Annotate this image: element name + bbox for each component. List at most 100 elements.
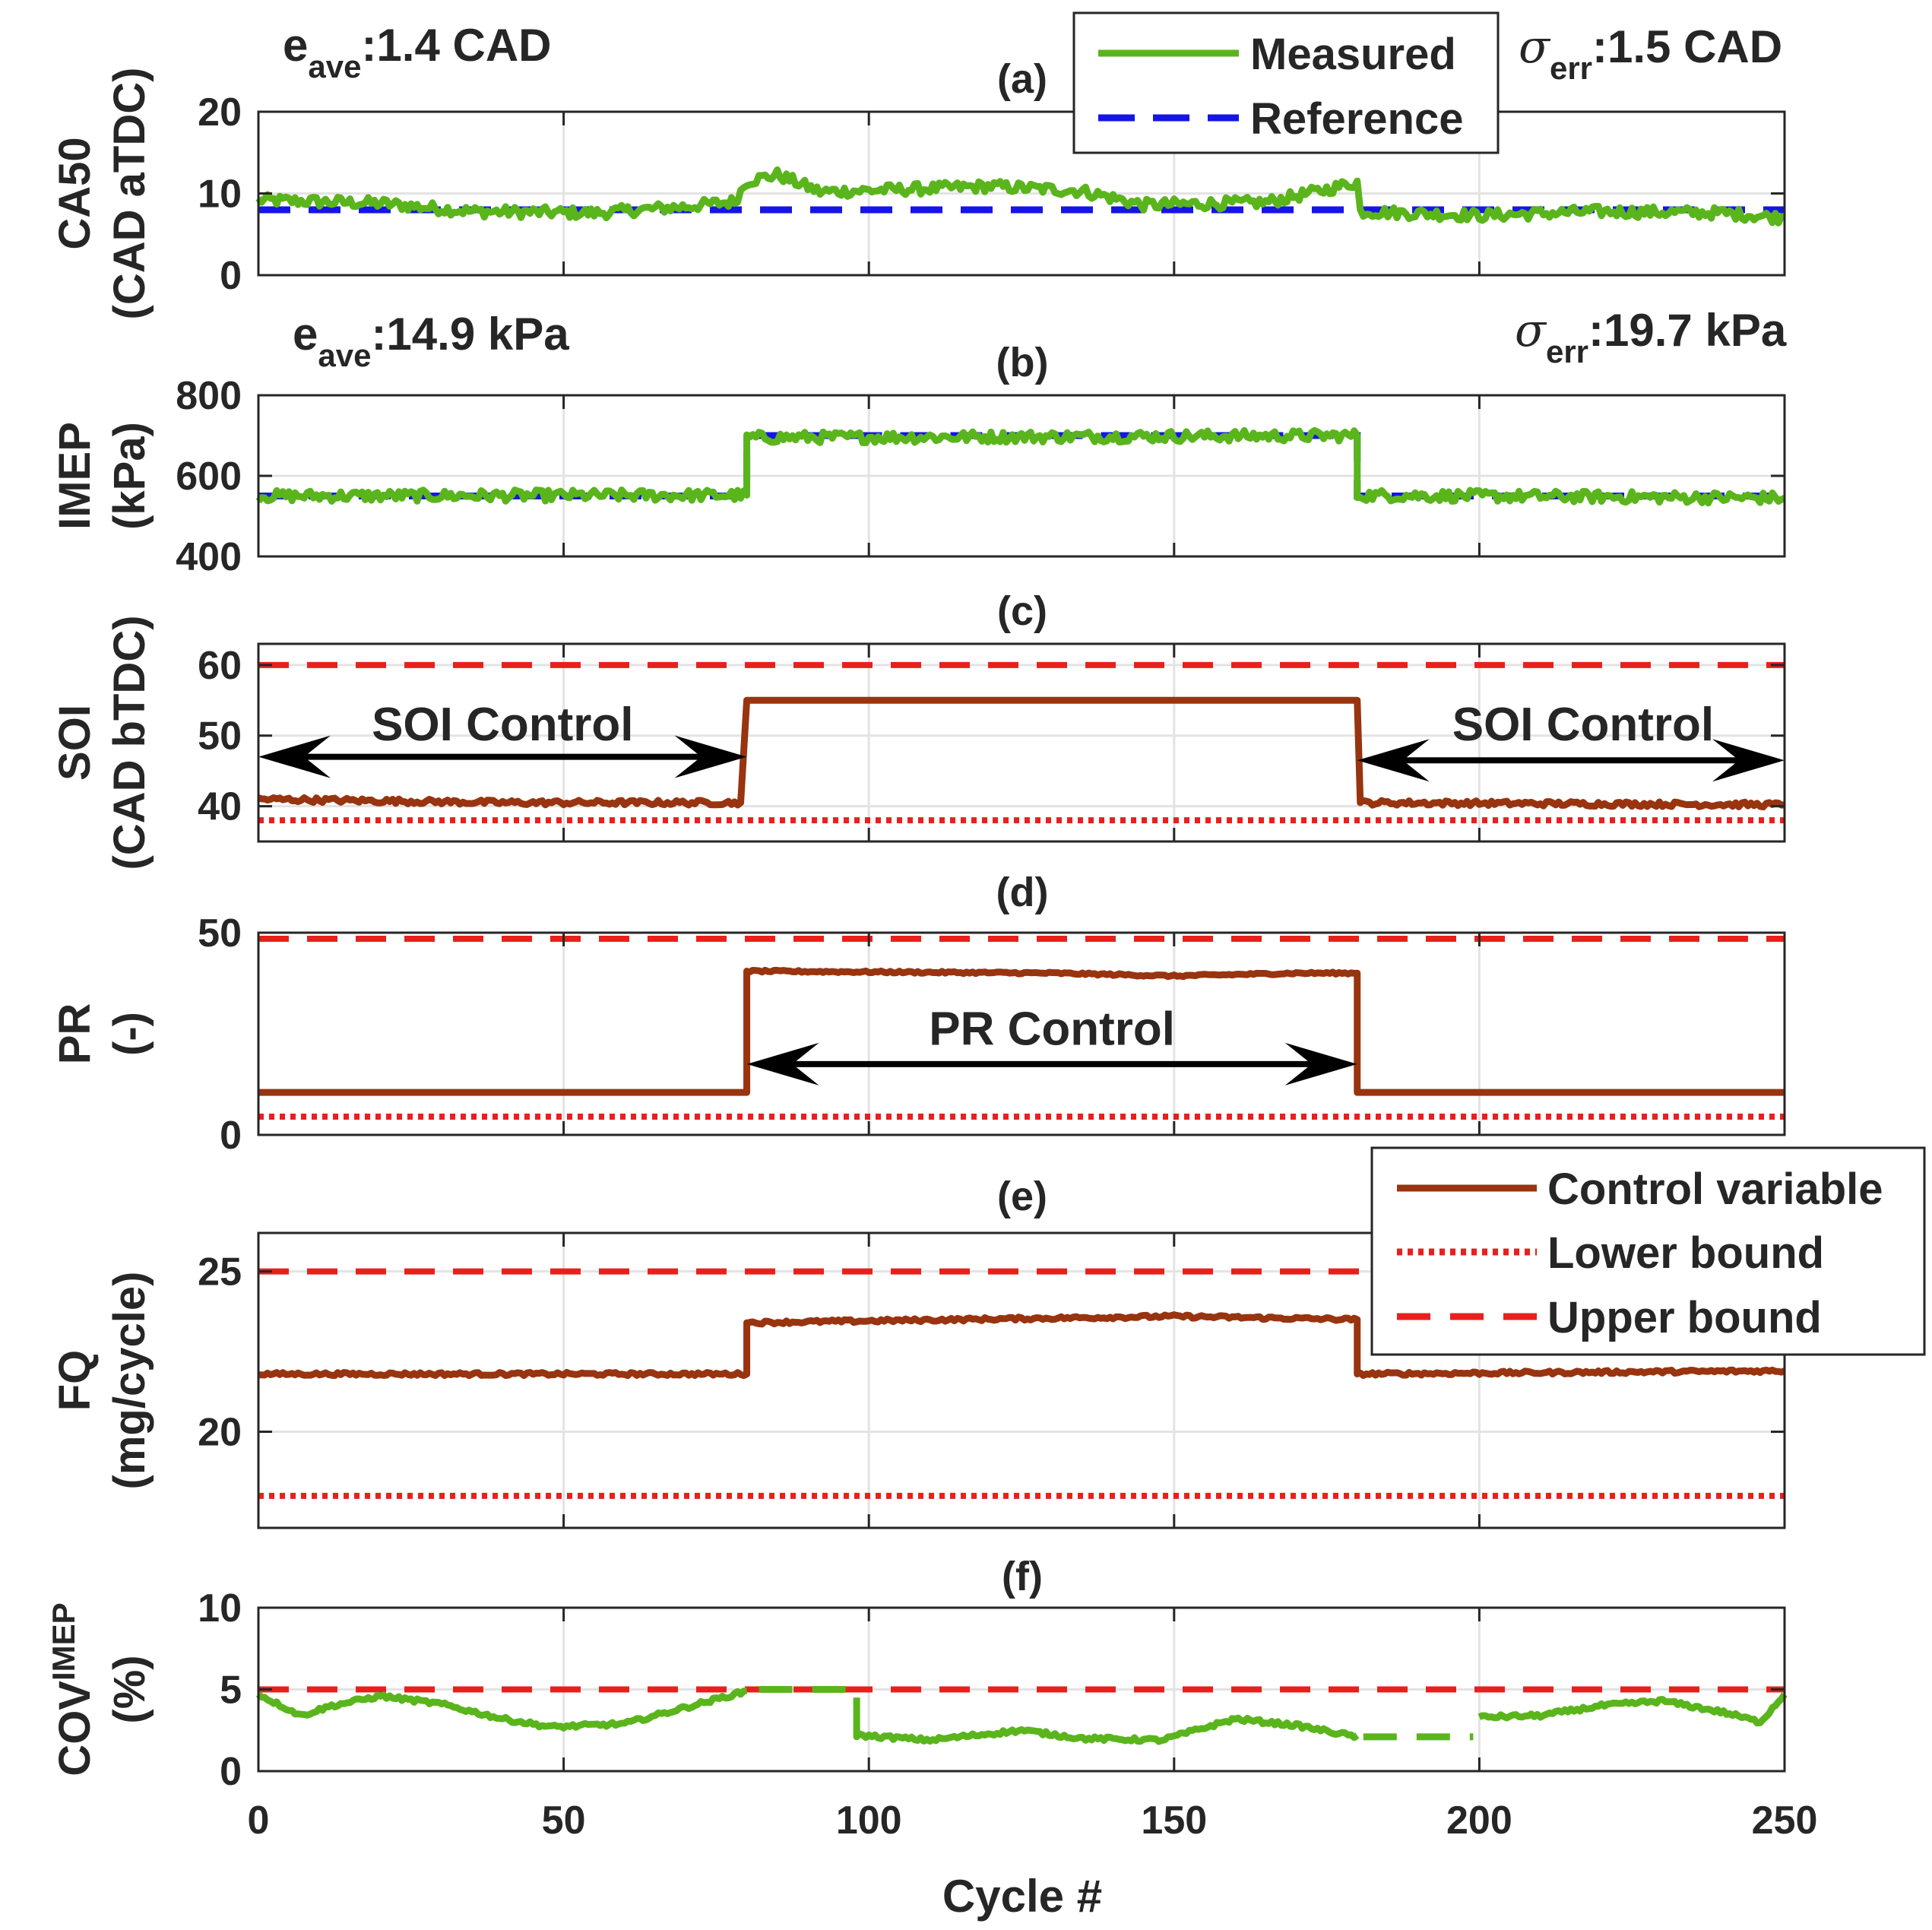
panel-e-axes-box: [257, 1231, 1786, 1529]
panel-d-arrow-head-left-0: [746, 1042, 819, 1085]
annotation-b-right-value: :19.7 kPa: [1588, 305, 1787, 356]
annotation-a-right-sub: err: [1550, 50, 1592, 86]
panel-f-title: (f): [1002, 1554, 1043, 1599]
panel-d-ytick-label: 50: [198, 911, 242, 955]
panel-d-axes-box: [257, 931, 1786, 1136]
panel-c-arrow-head-right-0: [674, 735, 747, 778]
panel-e-title: (e): [997, 1174, 1047, 1219]
annotation-b-left: eave:14.9 kPa: [293, 309, 569, 373]
panel-d-ylabel-1: (-): [105, 1012, 154, 1056]
annotation-a-left-main: e: [283, 20, 308, 71]
panel-c-arrow-head-right-1: [1712, 739, 1785, 782]
panel-d: (d): [996, 870, 1049, 915]
panel-a-measured-line: [255, 166, 1786, 227]
annotation-a-left: eave:1.4 CAD: [283, 20, 552, 84]
panel-c-arrow-label-1: SOI Control: [1452, 699, 1714, 751]
panel-c: (c): [997, 588, 1047, 634]
legend-top-measured-label: Measured: [1250, 30, 1456, 79]
legend-bottom-lower-label: Lower bound: [1547, 1228, 1824, 1278]
annotation-a-left-sub: ave: [308, 49, 361, 84]
panel-b-title: (b): [996, 340, 1049, 385]
panel-b: (b): [996, 340, 1049, 385]
panel-c-ytick-label: 40: [198, 785, 242, 829]
legend-top-box: [1072, 11, 1500, 154]
panel-c-control-line: [257, 696, 1785, 811]
annotation-b-right-main: σ: [1515, 304, 1547, 357]
panel-b-ytick-label: 800: [176, 374, 242, 418]
svg-text:eave:14.9 kPa: eave:14.9 kPa: [293, 309, 569, 373]
annotation-b-right: σerr:19.7 kPa: [1515, 304, 1787, 369]
annotation-a-right-main: σ: [1519, 21, 1551, 74]
panel-c-arrow-head-left-0: [258, 735, 331, 778]
annotation-b-left-sub: ave: [318, 338, 371, 373]
annotation-b-left-value: :14.9 kPa: [371, 309, 569, 360]
svg-text:σerr:1.5 CAD: σerr:1.5 CAD: [1519, 21, 1782, 86]
x-tick-label: 0: [248, 1798, 270, 1843]
panel-b-ylabel-0: IMEP: [50, 422, 100, 530]
panel-e-control-line: [258, 1311, 1786, 1380]
panel-b-plot: 400 600 800 IMEP (kPa): [50, 374, 1786, 579]
panel-c-arrow-label-0: SOI Control: [372, 699, 633, 751]
panel-c-title: (c): [997, 588, 1047, 634]
panel-a-plot: 0 10 20 CA50 (CAD aTDC): [50, 68, 1786, 320]
svg-text:eave:1.4 CAD: eave:1.4 CAD: [283, 20, 552, 84]
panel-e-ytick-label: 25: [198, 1250, 242, 1295]
panel-c-ylabel-1: (CAD bTDC): [105, 615, 154, 870]
panel-c-plot: SOI Control SOI Control 40 50 60 SOI (CAD bTDC…: [50, 615, 1786, 870]
legend-top-reference-label: Reference: [1250, 94, 1463, 144]
x-tick-label: 150: [1141, 1798, 1207, 1843]
panel-f-ytick-label: 0: [220, 1750, 242, 1794]
panel-f-ylabel-sub: IMEP: [46, 1602, 81, 1681]
panel-c-axes-box: [257, 642, 1786, 843]
legend-bottom: Control variable Lower bound Upper bound: [1370, 1146, 1926, 1356]
panel-b-measured-line: [255, 426, 1786, 507]
panel-a: (a): [997, 56, 1047, 102]
x-tick-label: 50: [542, 1798, 586, 1843]
panel-c-ylabel-0: SOI: [50, 705, 100, 781]
x-tick-label: 100: [836, 1798, 902, 1843]
panel-d-ylabel-0: PR: [50, 1003, 100, 1065]
panel-f-ytick-label: 10: [198, 1586, 242, 1631]
panel-c-ytick-label: 60: [198, 644, 242, 688]
panel-d-arrow-head-right-0: [1284, 1042, 1357, 1085]
panel-a-title: (a): [997, 56, 1047, 102]
panel-c-arrow-head-left-1: [1357, 739, 1430, 782]
panel-e: (e): [997, 1174, 1047, 1219]
panel-d-title: (d): [996, 870, 1049, 915]
panel-a-ytick-label: 10: [198, 173, 242, 217]
annotation-a-left-value: :1.4 CAD: [361, 20, 551, 71]
svg-text:σerr:19.7 kPa: σerr:19.7 kPa: [1515, 304, 1787, 369]
panel-e-ytick-label: 20: [198, 1410, 242, 1454]
x-tick-label: 250: [1752, 1798, 1818, 1843]
panel-f-ytick-label: 5: [220, 1669, 242, 1713]
panel-d-ytick-label: 0: [220, 1114, 242, 1158]
panel-f-ylabel-0: COVIMEP: [46, 1602, 100, 1776]
panel-e-ylabel-0: FQ: [50, 1350, 100, 1412]
panel-b-ytick-label: 600: [176, 455, 242, 499]
x-tick-label: 200: [1446, 1798, 1512, 1843]
annotation-a-right: σerr:1.5 CAD: [1519, 21, 1782, 86]
panel-f-measured-line: [255, 1687, 1788, 1745]
panel-a-ytick-label: 20: [198, 90, 242, 135]
legend-bottom-control-label: Control variable: [1547, 1165, 1883, 1214]
x-axis-label: Cycle #: [942, 1871, 1102, 1922]
panel-b-ytick-label: 400: [176, 535, 242, 579]
annotation-a-right-value: :1.5 CAD: [1592, 21, 1782, 72]
panel-a-ylabel-0: CA50: [50, 137, 100, 249]
panel-e-ylabel-1: (mg/cycle): [105, 1272, 154, 1490]
panel-d-plot: PR Control 0 50 PR (-): [50, 911, 1786, 1158]
legend-top: Measured Reference: [1072, 11, 1500, 154]
panel-c-ytick-label: 50: [198, 715, 242, 759]
panel-b-ylabel-1: (kPa): [105, 422, 154, 530]
panel-f-ylabel-main: COV: [50, 1681, 100, 1776]
panel-f-ylabel-1: (%): [105, 1655, 154, 1723]
panel-d-arrow-label-0: PR Control: [929, 1003, 1175, 1056]
panel-a-ylabel-1: (CAD aTDC): [105, 68, 154, 320]
panel-f: (f): [1002, 1554, 1043, 1599]
panel-d-control-line: [258, 966, 1785, 1096]
annotation-b-right-sub: err: [1546, 334, 1588, 369]
legend-bottom-upper-label: Upper bound: [1547, 1293, 1822, 1342]
